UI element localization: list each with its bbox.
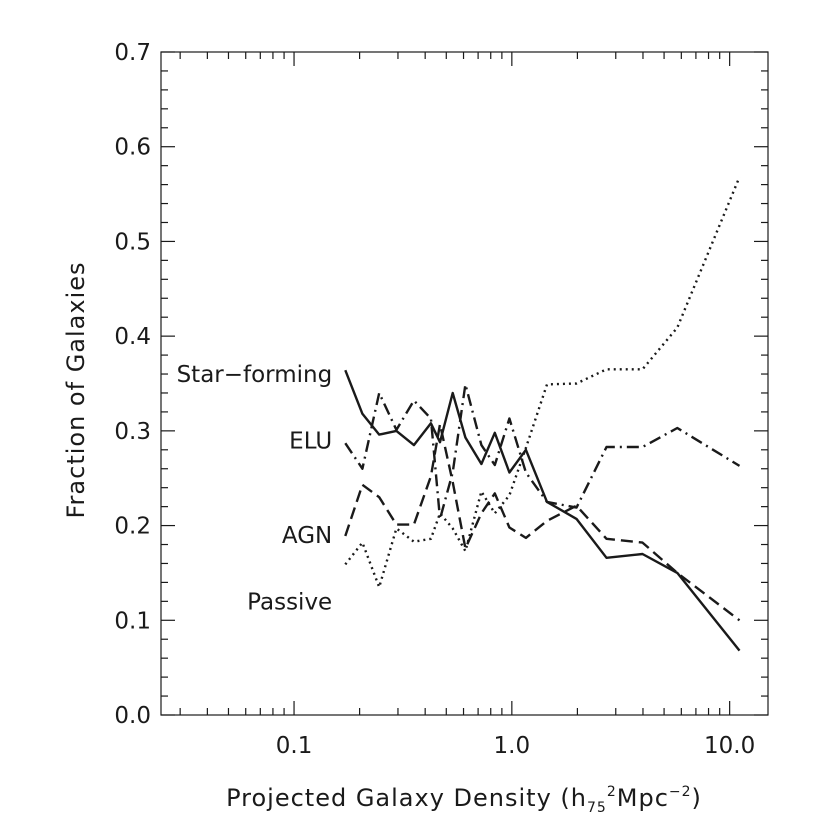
x-tick-label: 1.0 <box>494 733 531 759</box>
axis-ticks <box>161 51 768 716</box>
series-line-solid <box>344 369 741 652</box>
x-tick-label: 10.0 <box>704 733 755 759</box>
series-line-dashdot <box>344 383 741 521</box>
series-lines <box>344 176 741 652</box>
x-tick-label: 0.1 <box>276 733 313 759</box>
series-label: Star−forming <box>177 362 333 388</box>
series-label: Passive <box>247 589 332 615</box>
tick-labels: 0.0 0.1 0.2 0.3 0.4 0.5 0.6 0.7 0.1 1.0 10.0 <box>114 40 755 759</box>
y-tick-label: 0.0 <box>114 703 151 729</box>
y-tick-label: 0.1 <box>114 608 151 634</box>
y-tick-label: 0.5 <box>114 229 151 255</box>
x-axis-title: Projected Galaxy Density (h752Mpc−2) <box>226 784 702 816</box>
series-label: AGN <box>282 523 332 549</box>
y-tick-label: 0.2 <box>114 514 151 540</box>
y-tick-label: 0.7 <box>114 40 151 66</box>
y-tick-label: 0.3 <box>114 419 151 445</box>
plot-frame <box>160 51 769 716</box>
series-line-dashed <box>344 423 741 622</box>
y-axis-title: Fraction of Galaxies <box>62 261 90 518</box>
series-label: ELU <box>289 428 332 454</box>
y-tick-label: 0.6 <box>114 135 151 161</box>
series-labels: Star−forming ELU AGN Passive <box>177 362 333 615</box>
y-tick-label: 0.4 <box>114 324 151 350</box>
